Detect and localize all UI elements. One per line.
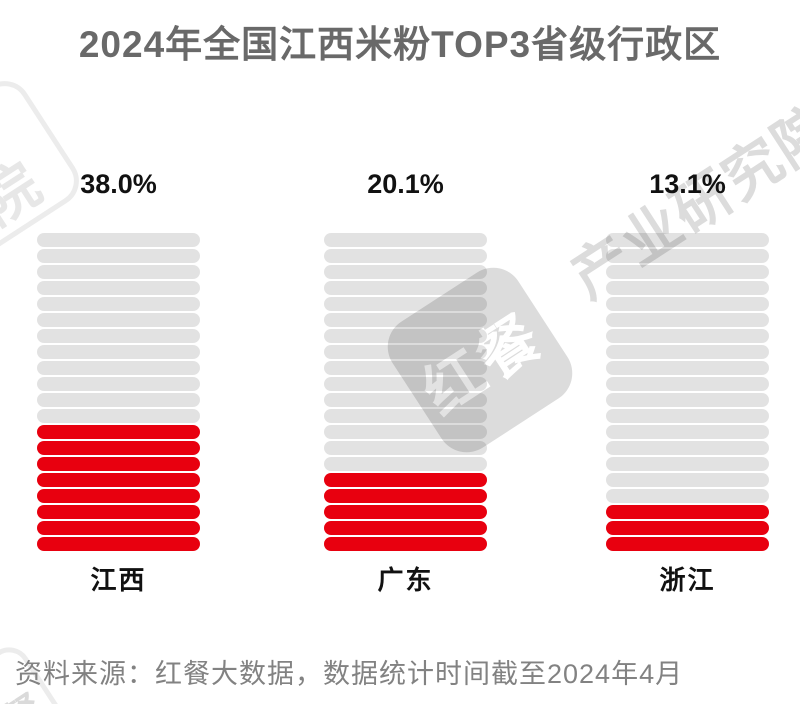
- bar-segment-filled: [324, 537, 487, 551]
- bar-segment-empty: [606, 345, 769, 359]
- bar-segment-empty: [324, 361, 487, 375]
- bar-segment-empty: [37, 345, 200, 359]
- bar-segment-filled: [606, 521, 769, 535]
- bar-segment-empty: [324, 313, 487, 327]
- bar-segments: [324, 233, 487, 551]
- bar-segment-empty: [37, 377, 200, 391]
- value-label: 38.0%: [80, 169, 157, 199]
- bar-segment-filled: [324, 521, 487, 535]
- bar-segment-empty: [606, 313, 769, 327]
- bar-segment-empty: [606, 297, 769, 311]
- bar-segment-filled: [606, 505, 769, 519]
- bar-segment-empty: [606, 377, 769, 391]
- bar-segment-filled: [37, 457, 200, 471]
- bar-segment-filled: [37, 489, 200, 503]
- bar-segment-empty: [606, 329, 769, 343]
- bar-segment-empty: [606, 425, 769, 439]
- bar-segment-filled: [606, 537, 769, 551]
- bar-segment-empty: [606, 441, 769, 455]
- bar-segment-empty: [324, 233, 487, 247]
- bar-segment-empty: [606, 409, 769, 423]
- category-label: 浙江: [659, 565, 716, 595]
- bar-segment-empty: [37, 361, 200, 375]
- bar-segment-empty: [37, 313, 200, 327]
- bar-segment-empty: [324, 297, 487, 311]
- bar-group: 20.1% 广东: [324, 0, 487, 600]
- value-label: 13.1%: [649, 169, 726, 199]
- bar-segment-empty: [606, 489, 769, 503]
- bar-segment-empty: [324, 425, 487, 439]
- chart-title: 2024年全国江西米粉TOP3省级行政区: [78, 24, 722, 65]
- bar-segment-empty: [606, 265, 769, 279]
- bar-segment-empty: [324, 329, 487, 343]
- bar-segment-filled: [37, 521, 200, 535]
- bar-segment-empty: [324, 249, 487, 263]
- bar-segment-empty: [324, 281, 487, 295]
- bar-group: 38.0% 江西: [37, 0, 200, 600]
- bar-segment-empty: [606, 457, 769, 471]
- bar-segment-empty: [606, 473, 769, 487]
- bar-segments: [37, 233, 200, 551]
- bar-segment-empty: [37, 297, 200, 311]
- bar-segment-filled: [324, 473, 487, 487]
- bar-segment-empty: [324, 345, 487, 359]
- bar-segment-empty: [324, 409, 487, 423]
- bar-segment-empty: [37, 265, 200, 279]
- bar-segment-filled: [37, 473, 200, 487]
- bar-segment-empty: [324, 393, 487, 407]
- bar-segment-empty: [37, 233, 200, 247]
- bar-segment-empty: [324, 441, 487, 455]
- bar-segment-filled: [37, 425, 200, 439]
- bar-segment-empty: [324, 377, 487, 391]
- bar-segment-empty: [606, 361, 769, 375]
- bar-segment-filled: [37, 441, 200, 455]
- category-label: 广东: [377, 565, 434, 595]
- bar-segment-empty: [606, 393, 769, 407]
- bar-segment-empty: [37, 393, 200, 407]
- bar-group: 13.1% 浙江: [606, 0, 769, 600]
- bar-segment-empty: [606, 281, 769, 295]
- bar-segment-empty: [37, 329, 200, 343]
- bar-segment-empty: [606, 249, 769, 263]
- bar-segment-empty: [37, 249, 200, 263]
- bar-segment-empty: [606, 233, 769, 247]
- value-label: 20.1%: [367, 169, 444, 199]
- bar-segment-filled: [37, 537, 200, 551]
- bar-segment-empty: [37, 281, 200, 295]
- bar-segment-empty: [37, 409, 200, 423]
- bar-segment-empty: [324, 457, 487, 471]
- bar-segment-filled: [37, 505, 200, 519]
- category-label: 江西: [90, 565, 147, 595]
- source-note: 资料来源：红餐大数据，数据统计时间截至2024年4月: [15, 659, 684, 689]
- bar-segment-filled: [324, 505, 487, 519]
- bar-segment-filled: [324, 489, 487, 503]
- bar-segment-empty: [324, 265, 487, 279]
- bar-segments: [606, 233, 769, 551]
